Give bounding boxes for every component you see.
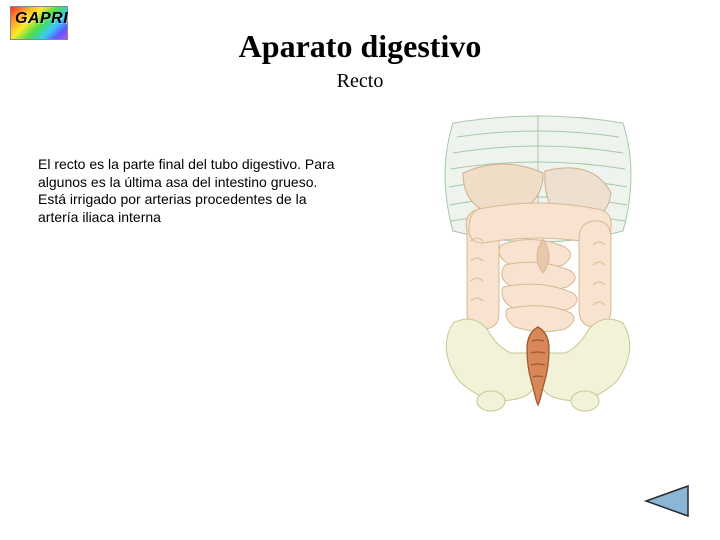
anatomy-illustration xyxy=(393,113,683,415)
nav-prev-button[interactable] xyxy=(642,484,690,518)
page-title: Aparato digestivo xyxy=(0,28,720,65)
rectum-highlight xyxy=(527,327,549,405)
page-subtitle: Recto xyxy=(0,70,720,93)
body-paragraph: El recto es la parte final del tubo dige… xyxy=(38,156,348,226)
triangle-left-icon xyxy=(642,484,690,518)
logo-text: GAPRI xyxy=(15,10,68,28)
small-intestine xyxy=(499,239,577,332)
